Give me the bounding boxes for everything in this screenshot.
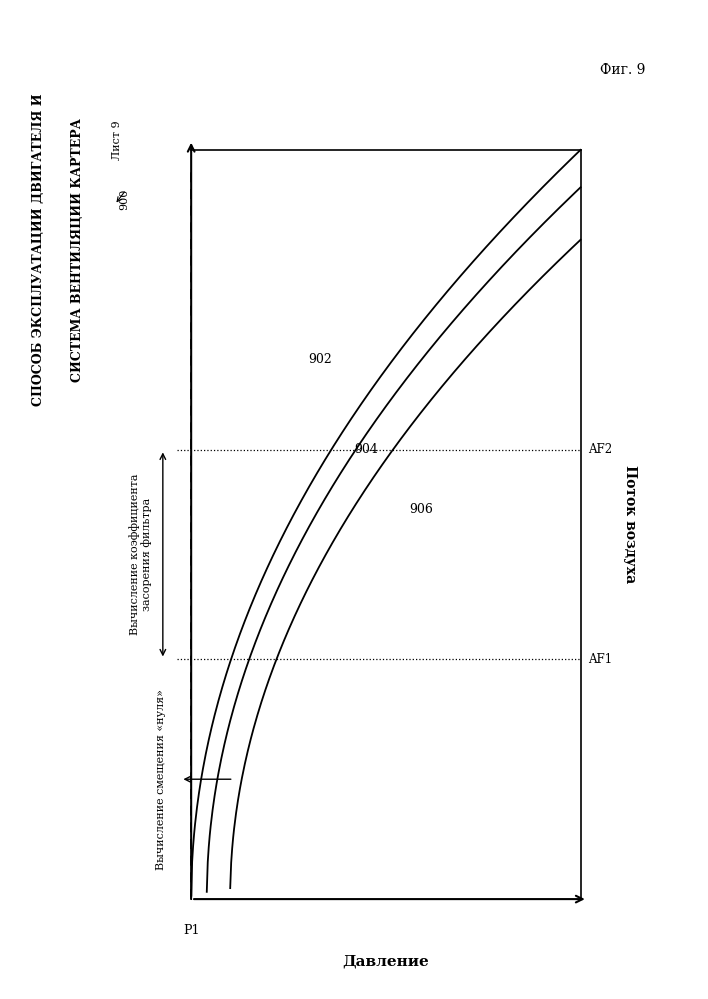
Text: Лист 9: Лист 9 <box>112 120 122 160</box>
Text: Давление: Давление <box>343 954 429 968</box>
Text: AF2: AF2 <box>588 443 612 457</box>
Text: СИСТЕМА ВЕНТИЛЯЦИИ КАРТЕРА: СИСТЕМА ВЕНТИЛЯЦИИ КАРТЕРА <box>72 118 84 382</box>
Text: Поток воздуха: Поток воздуха <box>623 466 637 583</box>
Text: Вычисление смещения «нуля»: Вычисление смещения «нуля» <box>156 688 166 870</box>
Text: Фиг. 9: Фиг. 9 <box>600 63 646 77</box>
Text: P1: P1 <box>183 924 200 937</box>
Text: СПОСОБ ЭКСПЛУАТАЦИИ ДВИГАТЕЛЯ И: СПОСОБ ЭКСПЛУАТАЦИИ ДВИГАТЕЛЯ И <box>33 94 45 406</box>
Text: 900: 900 <box>119 189 129 211</box>
Text: 904: 904 <box>355 443 379 457</box>
Text: 902: 902 <box>308 353 332 367</box>
Text: AF1: AF1 <box>588 652 612 666</box>
Text: 906: 906 <box>409 502 433 516</box>
Text: Вычисление коэффициента
засорения фильтра: Вычисление коэффициента засорения фильтр… <box>129 474 152 635</box>
